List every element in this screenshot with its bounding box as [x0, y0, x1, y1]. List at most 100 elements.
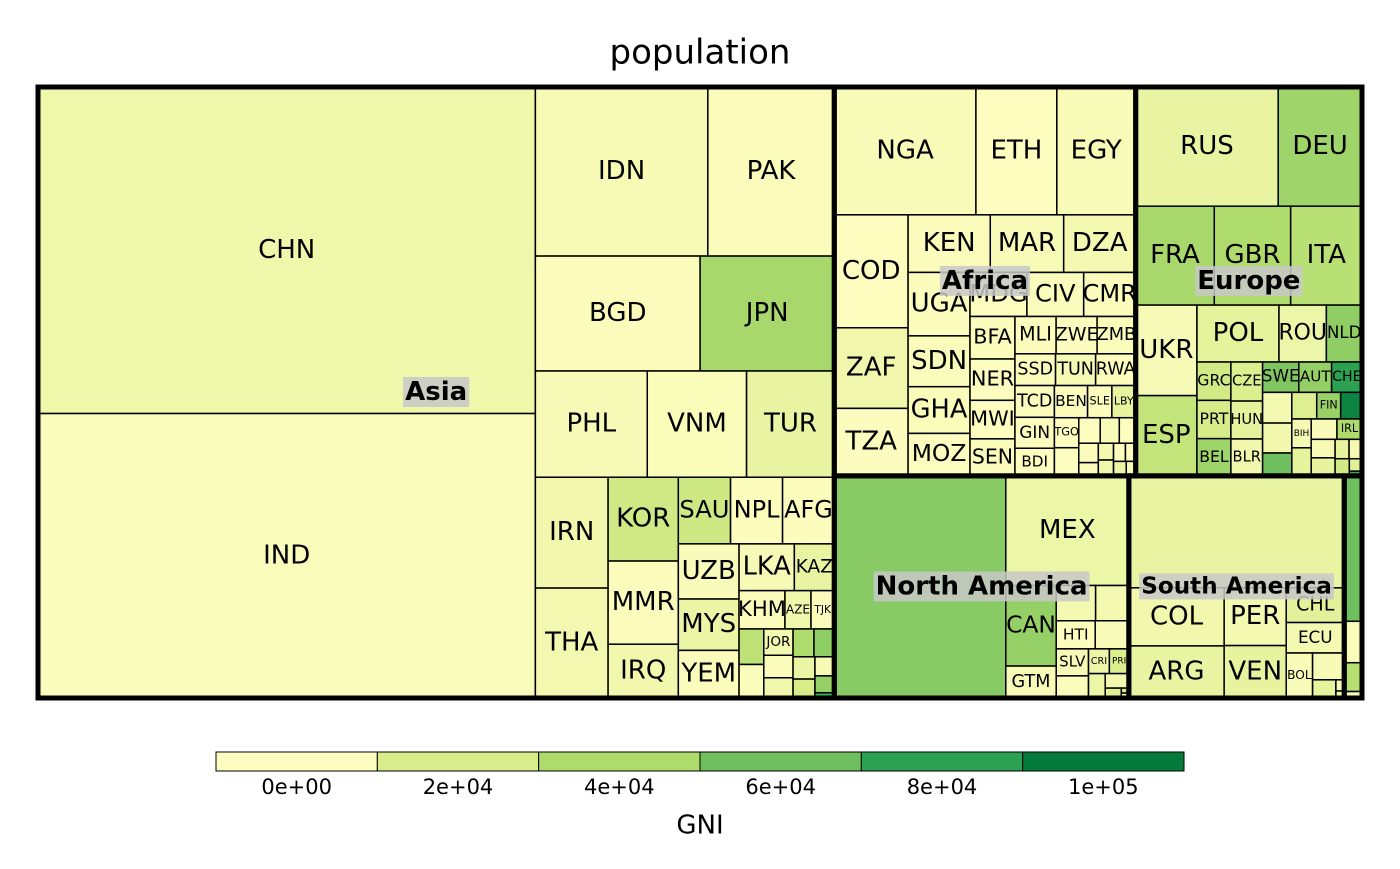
- tile-label: NER: [971, 367, 1014, 391]
- tile-label: CZE: [1232, 373, 1262, 390]
- tile-label: BIH: [1294, 429, 1310, 439]
- tile: [1097, 442, 1115, 461]
- group-border: [1341, 473, 1365, 701]
- tile: [1311, 652, 1346, 681]
- tile-label: ETH: [990, 135, 1042, 165]
- tile-label: BLR: [1233, 448, 1261, 465]
- tile-label: TUR: [763, 409, 817, 439]
- tile-label: IND: [263, 540, 310, 570]
- tile: [1087, 672, 1106, 699]
- tile: [1078, 442, 1100, 464]
- tile-label: KEN: [923, 228, 976, 258]
- tile-label: HTI: [1063, 625, 1089, 643]
- tile: [1291, 391, 1318, 420]
- colorbar-title: GNI: [676, 811, 723, 841]
- tile: [677, 649, 740, 699]
- tile-label: SSD: [1017, 360, 1053, 380]
- tile: [1285, 621, 1346, 654]
- tile-label: BEN: [1055, 392, 1087, 410]
- tile-label: DZA: [1072, 228, 1128, 258]
- tile-label: PAK: [747, 156, 797, 186]
- tile-label: MYS: [681, 609, 736, 639]
- tile-label: CHE: [1332, 369, 1361, 385]
- colorbar-tick-label: 2e+04: [423, 775, 494, 799]
- tile: [738, 543, 796, 592]
- tile-label: SEN: [972, 444, 1013, 468]
- tile-label: IRQ: [620, 656, 666, 686]
- tile: [534, 255, 701, 372]
- tile: [1230, 438, 1264, 477]
- tile-label: LKA: [743, 551, 792, 581]
- tile-label: ZMB: [1097, 324, 1137, 345]
- tile-label: NLD: [1327, 323, 1361, 342]
- group-label: Asia: [405, 377, 467, 407]
- group-label: Africa: [942, 266, 1028, 296]
- tile: [1094, 353, 1137, 387]
- group-label: North America: [876, 571, 1088, 601]
- group-label-bg: [403, 377, 470, 407]
- tile: [738, 663, 765, 699]
- colorbar-box: [538, 751, 701, 772]
- tile-label: AUT: [1300, 368, 1332, 386]
- tile-label: JOR: [765, 634, 791, 650]
- tile-label: PHL: [566, 409, 616, 439]
- tile: [1055, 675, 1090, 699]
- tile: [1261, 422, 1293, 454]
- tile-label: CMR: [1083, 279, 1138, 307]
- tile: [1112, 442, 1127, 463]
- tile: [1334, 438, 1350, 460]
- tile-label: ITA: [1307, 240, 1347, 270]
- tile-label: MMR: [612, 587, 675, 617]
- tile-label: CIV: [1035, 279, 1076, 307]
- tile-label: AZE: [786, 602, 810, 616]
- colorbar-tick-label: 8e+04: [907, 775, 978, 799]
- tile-label: ZAF: [846, 353, 897, 383]
- tile: [792, 678, 816, 699]
- tile-label: PRT: [1200, 409, 1229, 428]
- colorbar-box: [699, 751, 862, 772]
- group-borders: [35, 84, 1365, 701]
- tile-label: UZB: [682, 556, 736, 586]
- tile: [1311, 679, 1337, 699]
- tile-label: MOZ: [912, 439, 967, 467]
- tile-label: VEN: [1228, 656, 1282, 686]
- tile: [975, 86, 1058, 216]
- tile: [738, 589, 786, 630]
- tiles: CHN IND IDN PAK BGD JPN PHL VNM TUR IRN THA KOR MMR I…: [37, 86, 1363, 699]
- tile-label: MWI: [970, 407, 1015, 431]
- tile-label: TZA: [844, 427, 897, 457]
- tile-label: POL: [1213, 318, 1264, 348]
- tile-label: FRA: [1150, 240, 1200, 270]
- tile: [1261, 391, 1293, 424]
- tile: [1343, 661, 1363, 693]
- tile-label: UKR: [1139, 335, 1193, 365]
- colorbar-tick-label: 4e+04: [584, 775, 655, 799]
- tile: [1310, 438, 1336, 459]
- tile: [763, 628, 794, 657]
- tile: [1014, 416, 1056, 449]
- tile: [1310, 418, 1338, 441]
- tile-label: RWA: [1096, 360, 1136, 380]
- tile-label: BFA: [973, 325, 1012, 349]
- tile: [677, 543, 740, 600]
- tile: [1261, 452, 1293, 477]
- tile: [699, 255, 836, 372]
- tile: [1223, 644, 1287, 699]
- tile: [1334, 457, 1351, 477]
- tile: [534, 476, 609, 589]
- tile-label: GBR: [1224, 240, 1280, 270]
- tile-label: ARG: [1149, 656, 1205, 686]
- colorbar-box: [376, 751, 540, 772]
- tile: [1278, 304, 1328, 363]
- colorbar-box: [860, 751, 1024, 772]
- tile: [969, 315, 1016, 360]
- tile: [1094, 584, 1130, 622]
- tile-label: ECU: [1298, 627, 1333, 647]
- tile-label: COL: [1150, 601, 1204, 631]
- group-label-bg: [1139, 573, 1334, 600]
- tile-label: RUS: [1180, 131, 1234, 161]
- tile-label: YEM: [680, 659, 736, 689]
- tile: [1094, 620, 1130, 650]
- tile-label: EGY: [1071, 135, 1122, 165]
